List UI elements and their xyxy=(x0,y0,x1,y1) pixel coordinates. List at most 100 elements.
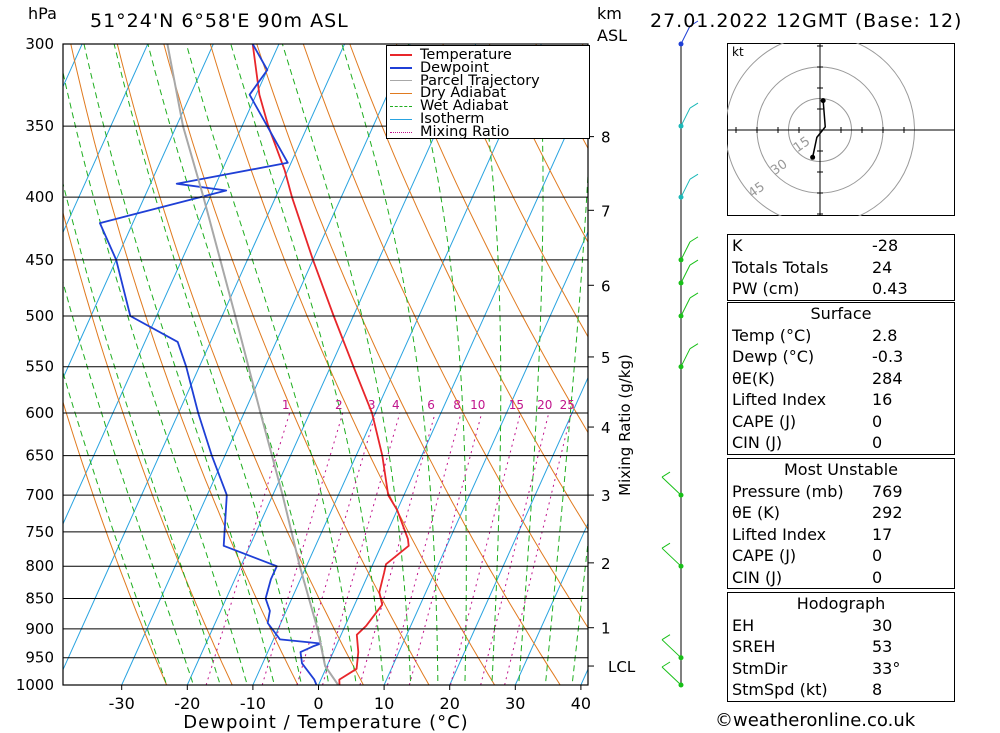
hodograph-point xyxy=(810,154,816,160)
mixing-ratio-line xyxy=(359,412,436,685)
header-asl: ASL xyxy=(597,26,628,45)
wind-barb xyxy=(680,173,699,198)
legend-item: Mixing Ratio xyxy=(387,123,589,140)
isotherm xyxy=(317,84,588,685)
pressure-tick-label: 850 xyxy=(25,589,54,607)
km-tick-label: 6 xyxy=(601,277,611,295)
mixing-ratio-tick: 1 xyxy=(282,398,290,412)
most-unstable-label: Pressure (mb) xyxy=(732,481,844,501)
hodograph-point xyxy=(820,98,826,104)
mixing-ratio-tick: 15 xyxy=(509,398,524,412)
mixing-ratio-line xyxy=(322,412,401,685)
dry-adiabat xyxy=(70,44,299,685)
dry-adiabat xyxy=(395,44,588,434)
legend-label: Mixing Ratio xyxy=(420,123,510,140)
header-km: km xyxy=(597,4,622,23)
most-unstable-label: CAPE (J) xyxy=(732,546,797,565)
legend-swatch xyxy=(390,93,412,95)
hodograph-stat-value: 53 xyxy=(872,637,893,656)
hodograph-unit: kt xyxy=(732,45,744,59)
mixing-ratio-line xyxy=(504,412,572,685)
most-unstable-value: 0 xyxy=(872,546,883,565)
wet-adiabat xyxy=(63,181,221,685)
pressure-tick-label: 750 xyxy=(25,523,54,541)
surface-title: Surface xyxy=(810,304,872,323)
wind-barb xyxy=(680,20,699,45)
mixing-ratio-tick: 10 xyxy=(470,398,485,412)
wet-adiabat xyxy=(544,168,588,685)
header-hpa: hPa xyxy=(28,4,57,23)
wind-barb xyxy=(661,471,682,496)
mixing-ratio-tick: 4 xyxy=(392,398,400,412)
hodograph-stat-row: StmDir 33° xyxy=(728,658,954,680)
isotherm xyxy=(63,44,149,234)
mixing-ratio-tick: 8 xyxy=(453,398,461,412)
legend-label: Wet Adiabat xyxy=(420,98,509,115)
series-dewpoint xyxy=(99,44,322,685)
pressure-tick-label: 300 xyxy=(25,35,54,53)
most-unstable-row: CIN (J) 0 xyxy=(728,567,954,589)
wind-barb xyxy=(661,542,682,567)
isotherm xyxy=(63,44,214,380)
surface-row: Lifted Index 16 xyxy=(728,389,954,411)
pressure-tick-label: 950 xyxy=(25,649,54,667)
pressure-tick-label: 550 xyxy=(25,358,54,376)
surface-label: θE(K) xyxy=(732,368,775,388)
index-value: -28 xyxy=(872,236,899,255)
mixing-ratio-line xyxy=(408,412,483,685)
surface-label: Dewp (°C) xyxy=(732,347,815,366)
pressure-tick-label: 400 xyxy=(25,188,54,206)
dry-adiabat xyxy=(442,44,588,338)
most-unstable-value: 0 xyxy=(872,567,883,587)
surface-value: 0 xyxy=(872,411,883,431)
surface-row: CAPE (J) 0 xyxy=(728,411,954,433)
series-temperature xyxy=(251,44,410,685)
index-row: Totals Totals 24 xyxy=(728,257,954,279)
legend-swatch xyxy=(390,80,412,82)
series-parcel-trajectory xyxy=(166,44,340,685)
dry-adiabat xyxy=(978,0,1000,711)
wet-adiabat xyxy=(230,44,384,685)
legend-item: Dry Adiabat xyxy=(387,86,589,101)
most-unstable-title: Most Unstable xyxy=(784,460,898,479)
legend-swatch xyxy=(390,67,412,70)
surface-row: Temp (°C) 2.8 xyxy=(728,325,954,347)
wet-adiabat xyxy=(63,70,248,685)
pressure-tick-label: 650 xyxy=(25,447,54,465)
surface-label: Temp (°C) xyxy=(732,325,812,345)
mixing-ratio-line xyxy=(450,412,521,685)
hodograph-stat-label: EH xyxy=(732,615,755,635)
most-unstable-row: CAPE (J) 0 xyxy=(728,545,954,567)
isotherm xyxy=(63,44,346,671)
km-tick-label: 2 xyxy=(601,555,611,573)
wet-adiabat xyxy=(518,44,544,685)
x-axis-label: Dewpoint / Temperature (°C) xyxy=(183,712,468,733)
surface-row: θE(K) 284 xyxy=(728,368,954,390)
footer-credit: ©weatheronline.co.uk xyxy=(715,710,916,731)
mixing-ratio-axis-label: Mixing Ratio (g/kg) xyxy=(616,354,634,496)
index-label: K xyxy=(732,236,743,255)
legend-swatch xyxy=(390,54,412,57)
x-tick-label: 20 xyxy=(440,694,460,713)
index-row: PW (cm) 0.43 xyxy=(728,278,954,300)
hodograph-ring-label: 45 xyxy=(746,180,768,202)
mixing-ratio-line xyxy=(296,412,377,685)
legend-label: Isotherm xyxy=(420,110,485,127)
most-unstable-row: Pressure (mb) 769 xyxy=(728,481,954,503)
surface-label: CAPE (J) xyxy=(732,411,797,431)
wind-barbs xyxy=(661,20,699,688)
wind-barb xyxy=(680,292,699,317)
pressure-tick-label: 600 xyxy=(25,404,54,422)
index-value: 0.43 xyxy=(872,279,908,298)
wind-barb xyxy=(680,236,699,261)
hodograph-stat-value: 30 xyxy=(872,615,893,635)
wet-adiabat xyxy=(571,538,588,685)
pressure-tick-label: 350 xyxy=(25,117,54,135)
isotherm xyxy=(449,376,588,685)
mixing-ratio-tick: 25 xyxy=(560,398,575,412)
legend: Temperature Dewpoint Parcel Trajectory Dry … xyxy=(386,45,590,139)
mixing-ratio-line xyxy=(205,412,291,685)
plot-frame xyxy=(62,43,589,686)
